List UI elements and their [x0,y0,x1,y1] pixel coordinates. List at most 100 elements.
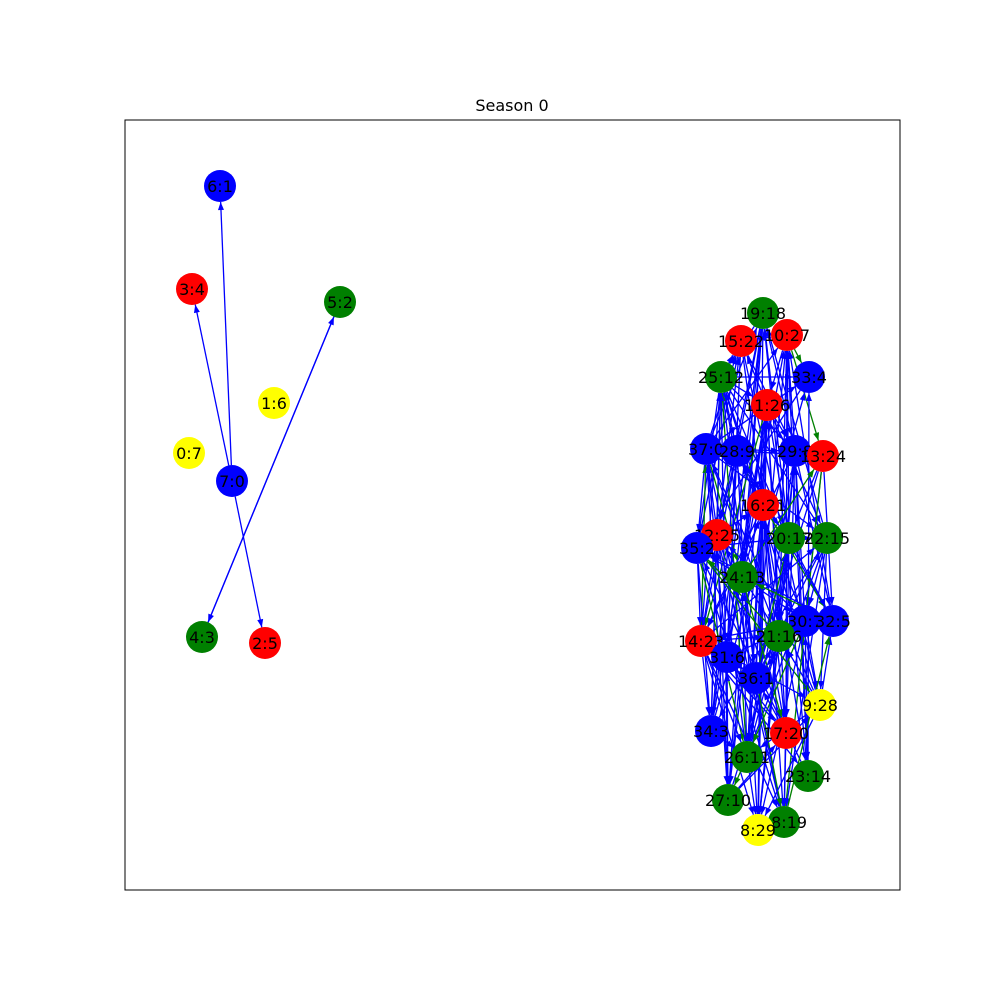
node-label: 6:1 [207,177,233,196]
node-25-12 [705,361,737,393]
node-label: 21:16 [756,627,802,646]
node-27-10 [712,784,744,816]
node-33-4 [793,361,825,393]
cluster-edge-165 [707,655,778,808]
node-22-15 [811,522,843,554]
node-label: 5:2 [327,293,353,312]
node-20-17 [773,522,805,554]
cluster-edge-24-arrowhead [770,381,777,390]
cluster-edge-180-arrowhead [725,740,735,748]
cluster-edge-176-arrowhead [776,797,783,807]
node-label: 2:5 [252,634,278,653]
node-15-22 [725,325,757,357]
cluster-edge-103-arrowhead [771,517,780,526]
cluster-edge-164-arrowhead [790,755,799,764]
cluster-edge-136 [710,554,820,615]
chart-title: Season 0 [475,96,548,115]
cluster-edge-68-arrowhead [770,447,780,454]
cluster-edge-161 [702,656,710,716]
cluster-edge-124 [759,553,786,663]
cluster-edge-181-arrowhead [768,745,776,754]
plot-frame [124,119,901,891]
edge-1-arrowhead [193,304,200,314]
node-label: 30:7 [787,612,823,631]
node-label: 29:8 [777,442,813,461]
cluster-edge-137 [697,563,701,626]
cluster-edge-184-arrowhead [751,805,758,815]
cluster-edge-147-arrowhead [776,709,783,718]
cluster-edge-149-arrowhead [716,633,726,640]
node-label: 27:10 [705,791,751,810]
cluster-edge-177-arrowhead [760,740,769,748]
cluster-edge-97 [750,468,815,565]
cluster-edge-3 [719,328,761,520]
cluster-edge-13-arrowhead [756,334,766,341]
node-label: 34:3 [693,722,729,741]
node-34-3 [695,715,727,747]
cluster-edge-83-arrowhead [744,464,752,474]
node-label: 35:2 [679,539,715,558]
cluster-edge-178-arrowhead [801,716,809,725]
cluster-edge-112 [763,520,784,807]
cluster-edge-127-arrowhead [783,553,790,563]
cluster-edge-36-arrowhead [744,389,754,397]
node-label: 32:5 [815,612,851,631]
cluster-edge-44 [701,392,721,626]
node-label: 23:14 [785,767,831,786]
cluster-edge-92 [785,466,796,718]
cluster-edge-102-arrowhead [741,513,750,521]
cluster-edge-41-arrowhead [776,514,783,524]
cluster-edge-145-arrowhead [756,583,765,591]
node-14-23 [685,625,717,657]
edge-4 [207,316,335,623]
cluster-edge-160-arrowhead [797,690,806,698]
node-6-1 [204,170,236,202]
cluster-edge-16-arrowhead [730,356,737,365]
cluster-edge-46-arrowhead [725,392,731,401]
node-label: 25:12 [698,368,744,387]
node-18-19 [768,806,800,838]
node-label: 17:20 [763,724,809,743]
cluster-edge-96 [794,470,818,524]
cluster-edge-173-arrowhead [736,669,745,678]
cluster-edge-14-arrowhead [726,354,734,364]
node-label: 14:23 [678,632,724,651]
cluster-edge-53-arrowhead [799,392,806,401]
cluster-edge-82 [742,465,800,607]
node-label: 16:21 [740,496,786,515]
node-19-18 [747,297,779,329]
node-36-1 [740,662,772,694]
cluster-edge-81-arrowhead [719,510,726,520]
node-label: 22:15 [804,529,850,548]
node-13-24 [807,440,839,472]
cluster-edge-163-arrowhead [735,733,742,743]
edge-0 [220,201,232,466]
cluster-edge-148-arrowhead [739,592,746,602]
node-5-2 [324,286,356,318]
node-28-9 [721,435,753,467]
node-label: 10:27 [764,326,810,345]
node-26-11 [731,741,763,773]
cluster-edge-163 [706,655,742,743]
cluster-edge-138-arrowhead [707,559,716,568]
edge-4-arrowhead [328,316,334,326]
cluster-edge-27-arrowhead [813,432,820,441]
node-1-6 [258,387,290,419]
cluster-edge-71 [697,464,706,533]
cluster-edge-89-arrowhead [824,596,831,606]
cluster-edge-158-arrowhead [754,634,764,641]
node-32-5 [817,605,849,637]
cluster-edge-80-arrowhead [749,482,757,491]
node-7-0 [216,465,248,497]
cluster-edge-29-arrowhead [787,350,794,360]
node-label: 3:4 [179,280,205,299]
cluster-edge-54-arrowhead [805,392,812,402]
cluster-edge-171-arrowhead [757,805,764,815]
cluster-edge-179-arrowhead [765,807,772,816]
cluster-edge-174 [726,672,729,785]
cluster-edge-81 [720,466,734,520]
edges [193,201,335,628]
cluster-edge-31-arrowhead [779,350,786,360]
cluster-edge-99-arrowhead [828,596,835,606]
node-17-20 [770,717,802,749]
